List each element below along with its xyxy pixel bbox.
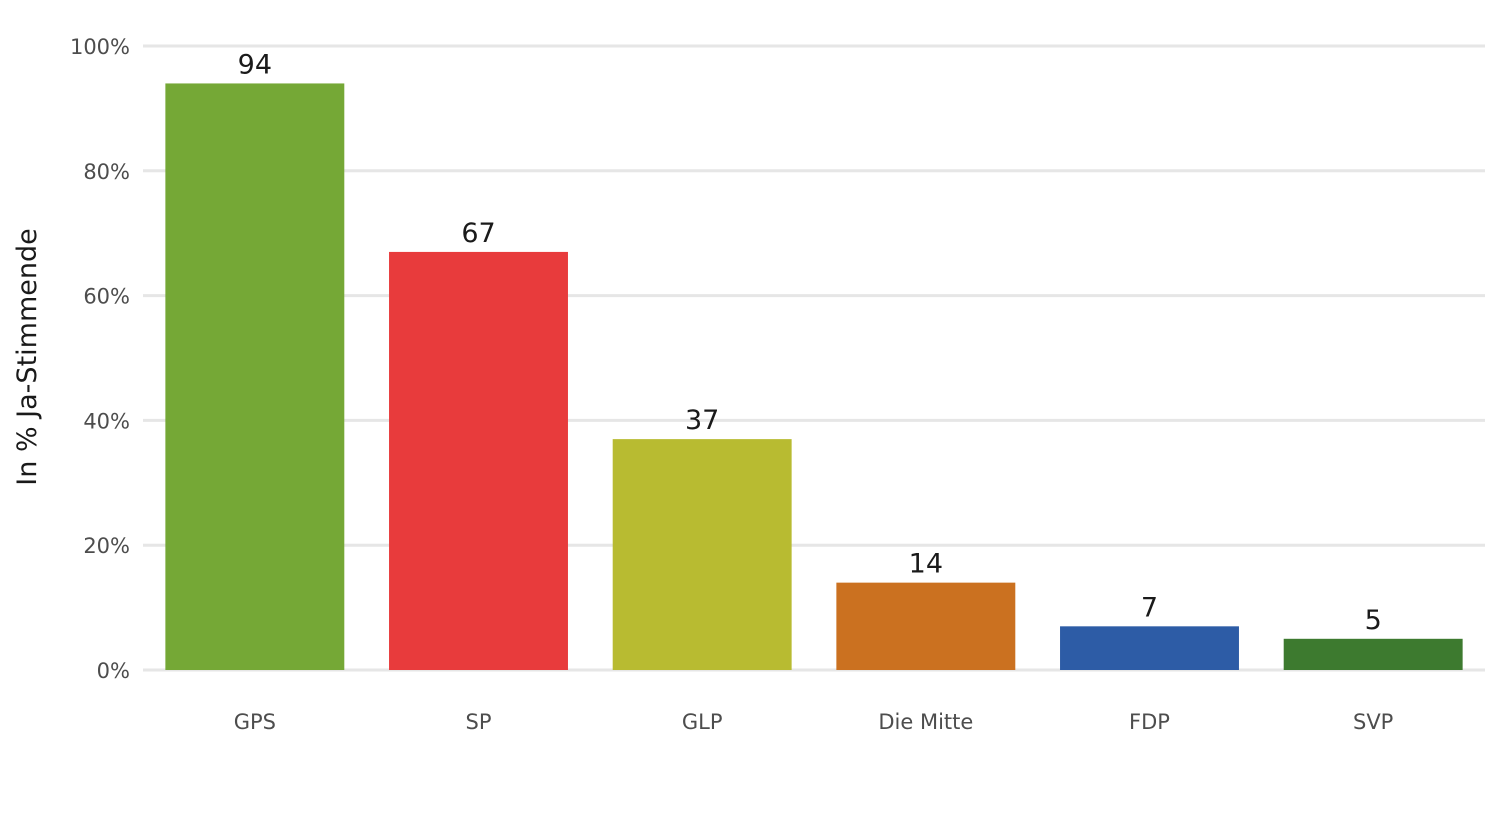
x-tick-label: GLP	[682, 710, 723, 734]
data-label: 67	[461, 218, 495, 249]
gridlines	[143, 44, 1485, 672]
data-label: 14	[909, 549, 943, 580]
data-labels: 94 67 37 14 7 5	[238, 49, 1382, 635]
x-tick-label: FDP	[1129, 710, 1170, 734]
bar	[612, 439, 792, 670]
x-tick-label: Die Mitte	[878, 710, 973, 734]
y-tick-label: 20%	[83, 534, 130, 558]
x-tick-label: SP	[466, 710, 492, 734]
x-tick-label: GPS	[234, 710, 276, 734]
bar	[836, 582, 1016, 670]
y-tick-label: 40%	[83, 409, 130, 433]
data-label: 7	[1141, 592, 1158, 623]
y-tick-label: 60%	[83, 285, 130, 309]
data-label: 37	[685, 405, 719, 436]
x-axis-ticks: GPS SP GLP Die Mitte FDP SVP	[234, 710, 1394, 734]
bar	[1060, 626, 1239, 670]
y-axis-title: In % Ja-Stimmende	[12, 228, 43, 485]
data-label: 94	[238, 49, 272, 80]
y-tick-label: 100%	[70, 35, 130, 59]
y-tick-label: 80%	[83, 160, 130, 184]
bar	[165, 83, 345, 670]
bar	[1283, 638, 1463, 670]
x-tick-label: SVP	[1353, 710, 1393, 734]
y-axis-ticks: 0% 20% 40% 60% 80% 100%	[70, 35, 130, 683]
bars	[165, 83, 1463, 671]
y-tick-label: 0%	[97, 659, 130, 683]
data-label: 5	[1365, 605, 1382, 636]
bar	[389, 251, 568, 671]
